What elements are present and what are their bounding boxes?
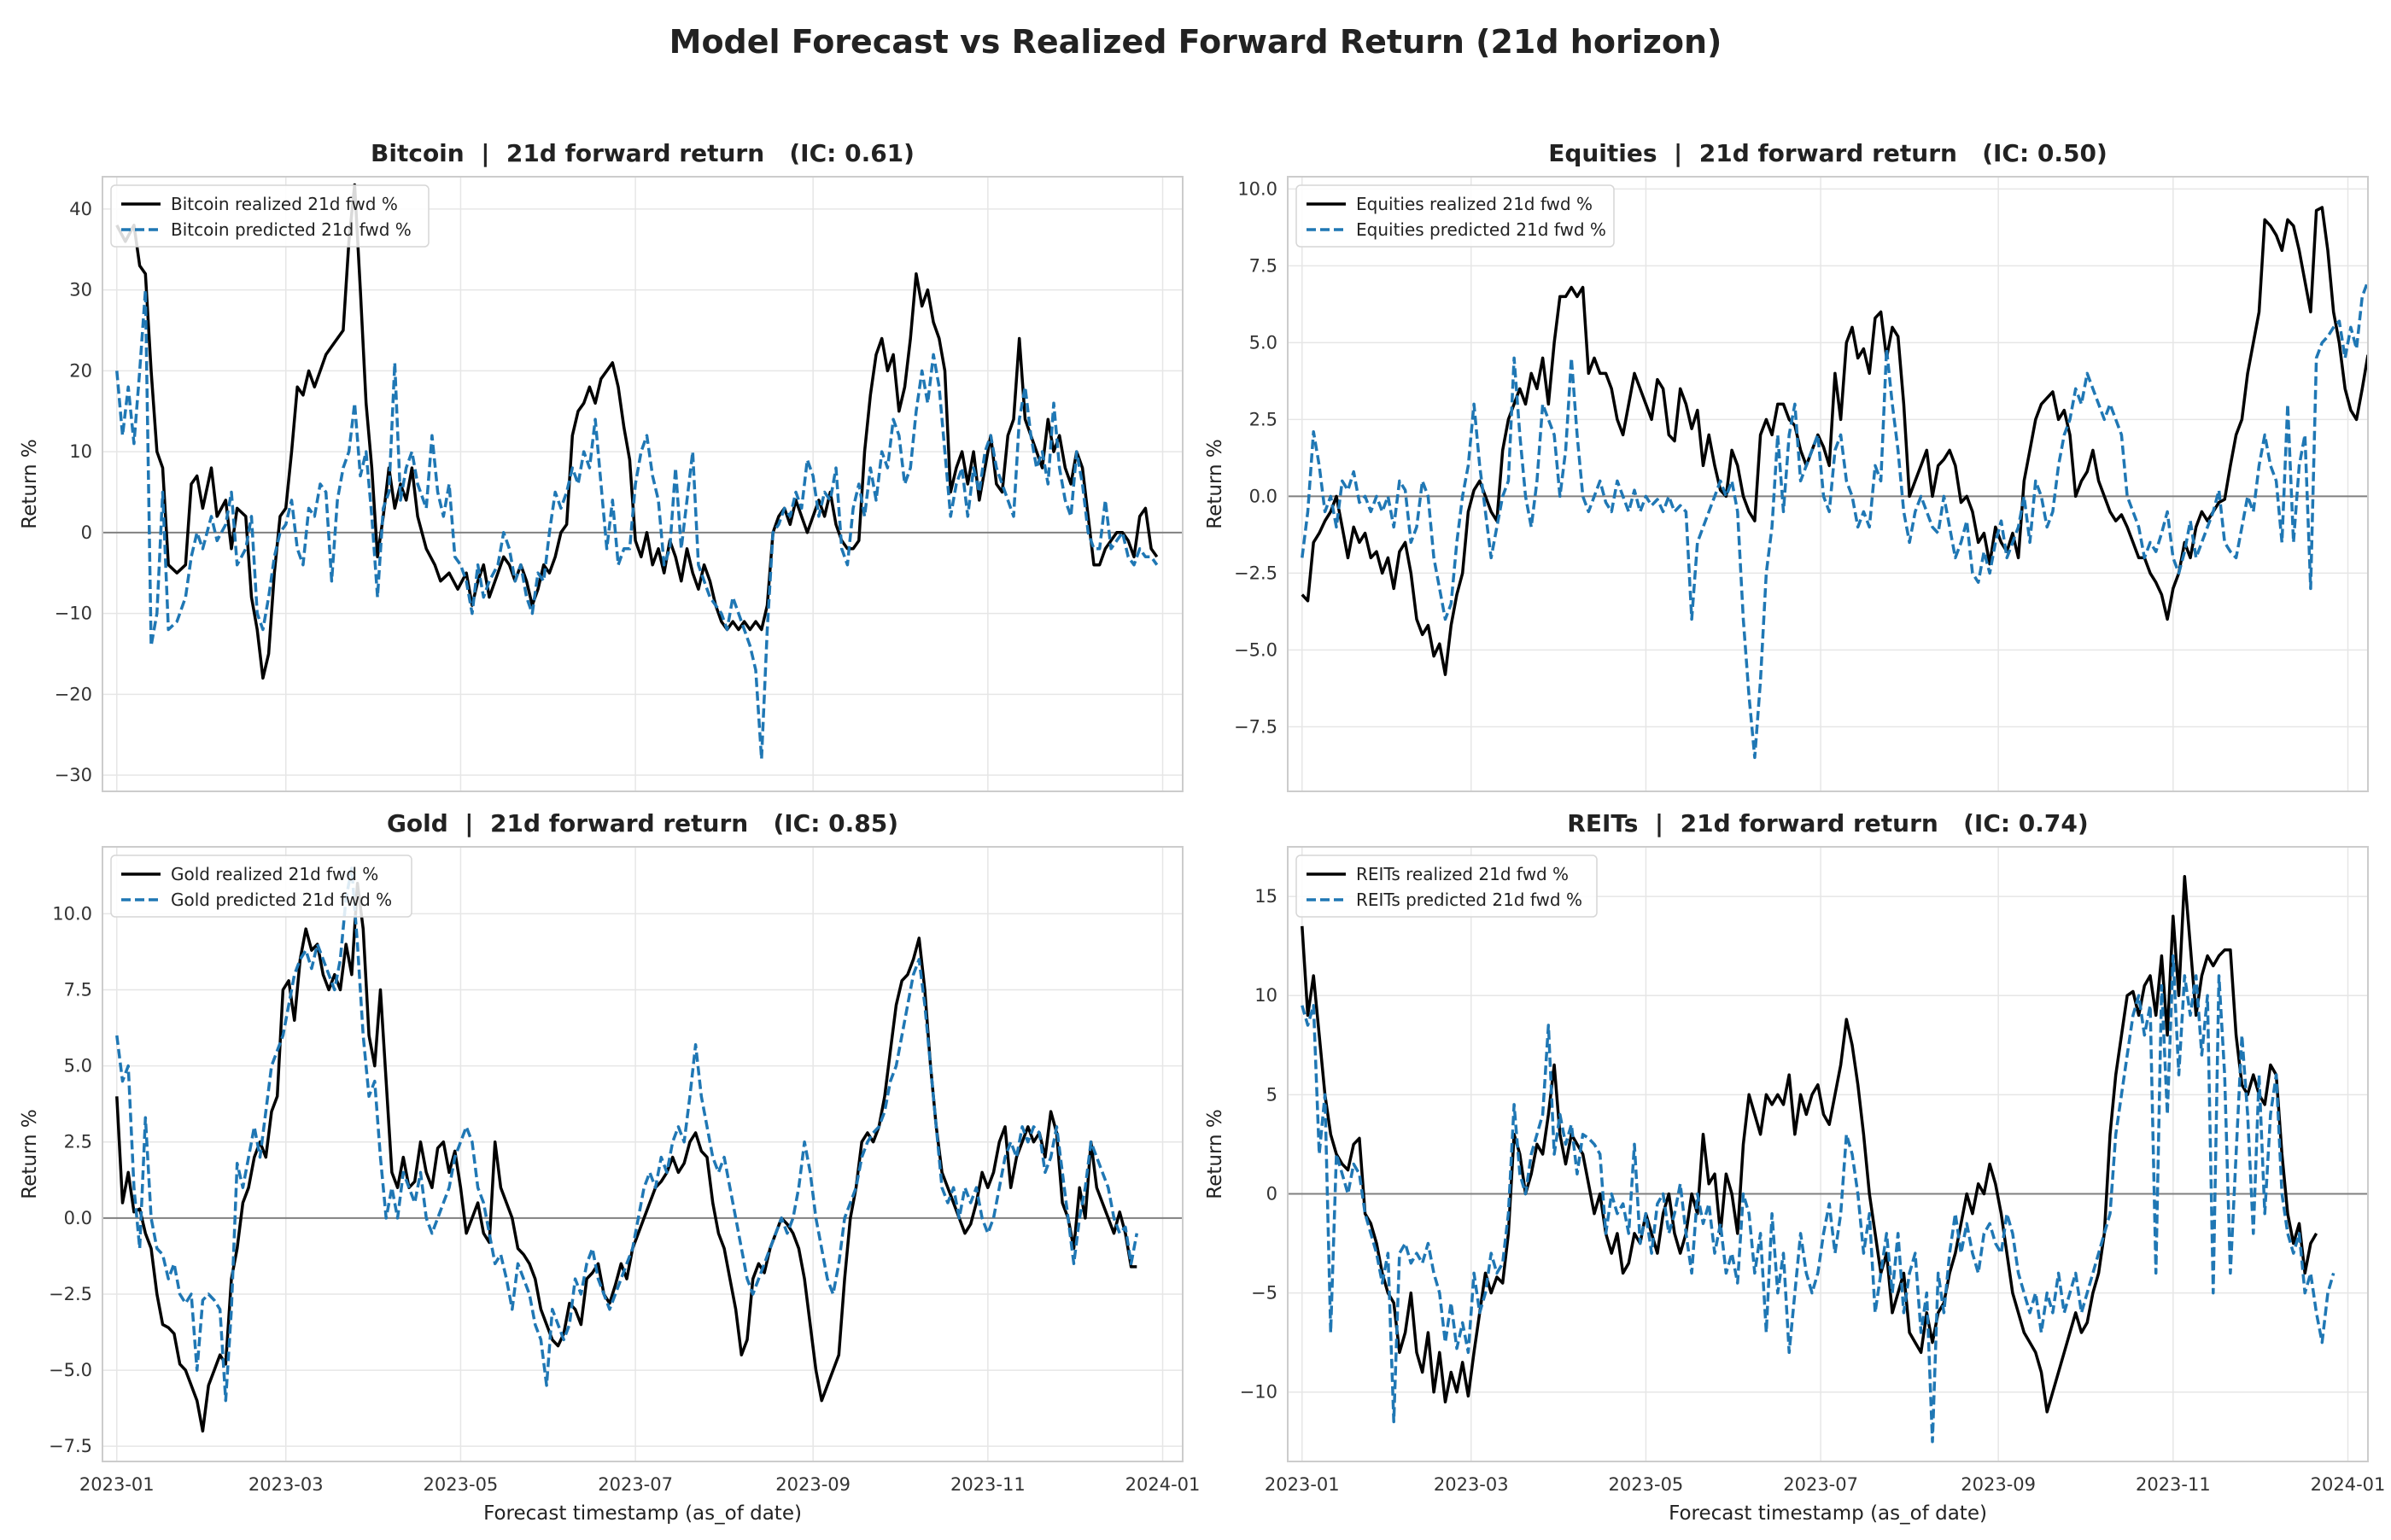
reits-frame bbox=[1287, 846, 2369, 1462]
gold-y-tick-label: −5.0 bbox=[49, 1360, 92, 1380]
bitcoin-y-tick-label: −10 bbox=[55, 604, 92, 624]
gold-plot-area bbox=[102, 847, 1183, 1461]
figure-title: Model Forecast vs Realized Forward Retur… bbox=[669, 23, 1722, 61]
bitcoin-predicted-line bbox=[115, 288, 1159, 761]
reits-predicted-line bbox=[1301, 954, 2335, 1444]
bitcoin-y-tick-label: 20 bbox=[69, 360, 92, 381]
reits-y-axis-label: Return % bbox=[1204, 1109, 1226, 1199]
gold-x-tick-label: 2023-09 bbox=[775, 1474, 851, 1495]
bitcoin-frame bbox=[102, 176, 1184, 792]
equities-plot-area bbox=[1288, 177, 2368, 791]
gold-y-tick-label: 2.5 bbox=[64, 1132, 92, 1152]
reits-legend: REITs realized 21d fwd % REITs predicted … bbox=[1295, 855, 1598, 918]
gold-y-tick-label: −7.5 bbox=[49, 1436, 92, 1456]
reits-y-tick-label: 10 bbox=[1254, 985, 1277, 1006]
gold-y-tick-label: 5.0 bbox=[64, 1056, 92, 1076]
gold-x-axis-label: Forecast timestamp (as_of date) bbox=[483, 1502, 802, 1525]
reits-x-tick-label: 2023-01 bbox=[1265, 1474, 1340, 1495]
equities-frame bbox=[1287, 176, 2369, 792]
reits-x-tick-label: 2023-05 bbox=[1609, 1474, 1684, 1495]
gold-y-tick-label: −2.5 bbox=[49, 1284, 92, 1304]
gold-x-tick-label: 2023-01 bbox=[79, 1474, 155, 1495]
gold-x-tick-label: 2024-01 bbox=[1125, 1474, 1201, 1495]
panels-group: −30 −20 −10 0 10 20 30 40 Bitcoin | 21d forward … bbox=[19, 139, 2385, 1525]
bitcoin-y-tick-label: 40 bbox=[69, 199, 92, 219]
reits-y-tick-label: 0 bbox=[1266, 1183, 1277, 1204]
reits-x-axis-label: Forecast timestamp (as_of date) bbox=[1669, 1502, 1987, 1525]
gold-legend: Gold realized 21d fwd % Gold predicted 21… bbox=[110, 855, 412, 918]
gold-realized-line bbox=[115, 882, 1137, 1433]
equities-y-tick-label: −7.5 bbox=[1234, 716, 1277, 737]
reits-x-tick-label: 2023-03 bbox=[1434, 1474, 1509, 1495]
gold-panel: 2023-01 2023-03 2023-05 2023-07 2023-09 2023-… bbox=[19, 809, 1200, 1525]
reits-x-tick-label: 2024-01 bbox=[2311, 1474, 2386, 1495]
reits-legend-label: REITs realized 21d fwd % bbox=[1356, 864, 1569, 884]
reits-x-tick-label: 2023-07 bbox=[1783, 1474, 1858, 1495]
equities-y-tick-label: 5.0 bbox=[1249, 332, 1277, 353]
gold-y-axis-label: Return % bbox=[19, 1109, 41, 1199]
bitcoin-y-tick-label: 0 bbox=[81, 522, 92, 543]
equities-panel: −7.5 −5.0 −2.5 0.0 2.5 5.0 7.5 10.0 Equities | 2… bbox=[1204, 139, 2369, 792]
reits-y-tick-label: 15 bbox=[1254, 886, 1277, 907]
gold-x-tick-label: 2023-03 bbox=[248, 1474, 324, 1495]
reits-y-tick-label: 5 bbox=[1266, 1084, 1277, 1105]
reits-x-tick-label: 2023-09 bbox=[1961, 1474, 2036, 1495]
gold-legend-label: Gold realized 21d fwd % bbox=[171, 864, 378, 884]
equities-y-tick-label: 7.5 bbox=[1249, 255, 1277, 276]
gold-y-tick-label: 0.0 bbox=[64, 1208, 92, 1228]
gold-predicted-line bbox=[115, 866, 1139, 1403]
bitcoin-legend: Bitcoin realized 21d fwd % Bitcoin predic… bbox=[110, 184, 430, 248]
gold-frame bbox=[102, 846, 1184, 1462]
bitcoin-y-tick-label: 10 bbox=[69, 441, 92, 462]
gold-x-tick-label: 2023-11 bbox=[950, 1474, 1026, 1495]
bitcoin-plot-area bbox=[102, 177, 1183, 791]
reits-panel: 2023-01 2023-03 2023-05 2023-07 2023-09 2023-… bbox=[1204, 809, 2385, 1525]
reits-legend-label: REITs predicted 21d fwd % bbox=[1356, 890, 1582, 910]
reits-realized-line bbox=[1301, 875, 2318, 1414]
reits-y-tick-label: −5 bbox=[1251, 1283, 1277, 1304]
gold-y-tick-label: 7.5 bbox=[64, 980, 92, 1000]
equities-legend-box bbox=[1295, 184, 1615, 248]
equities-y-tick-label: 0.0 bbox=[1249, 486, 1277, 506]
gold-legend-box bbox=[110, 855, 412, 918]
reits-plot-area bbox=[1288, 847, 2368, 1461]
reits-panel-title: REITs | 21d forward return (IC: 0.74) bbox=[1567, 809, 2088, 837]
equities-predicted-line bbox=[1301, 280, 2368, 760]
reits-y-tick-label: −10 bbox=[1240, 1382, 1277, 1403]
bitcoin-legend-label: Bitcoin predicted 21d fwd % bbox=[171, 219, 412, 240]
bitcoin-y-tick-label: 30 bbox=[69, 280, 92, 300]
equities-legend: Equities realized 21d fwd % Equities pred… bbox=[1295, 184, 1615, 248]
gold-x-tick-label: 2023-07 bbox=[598, 1474, 673, 1495]
gold-y-tick-label: 10.0 bbox=[52, 903, 92, 924]
gold-legend-label: Gold predicted 21d fwd % bbox=[171, 890, 392, 910]
equities-legend-label: Equities predicted 21d fwd % bbox=[1356, 219, 1606, 240]
bitcoin-panel-title: Bitcoin | 21d forward return (IC: 0.61) bbox=[371, 139, 915, 167]
bitcoin-y-tick-label: −30 bbox=[55, 765, 92, 785]
bitcoin-y-tick-label: −20 bbox=[55, 684, 92, 704]
equities-legend-label: Equities realized 21d fwd % bbox=[1356, 194, 1593, 214]
equities-y-tick-label: 2.5 bbox=[1249, 409, 1277, 429]
equities-y-tick-label: −5.0 bbox=[1234, 639, 1277, 660]
gold-x-tick-label: 2023-05 bbox=[424, 1474, 499, 1495]
equities-y-tick-label: 10.0 bbox=[1237, 178, 1277, 199]
bitcoin-panel: −30 −20 −10 0 10 20 30 40 Bitcoin | 21d forward … bbox=[19, 139, 1184, 792]
gold-panel-title: Gold | 21d forward return (IC: 0.85) bbox=[387, 809, 898, 837]
equities-y-tick-label: −2.5 bbox=[1234, 563, 1277, 583]
equities-panel-title: Equities | 21d forward return (IC: 0.50) bbox=[1548, 139, 2107, 167]
equities-y-axis-label: Return % bbox=[1204, 439, 1226, 529]
bitcoin-y-axis-label: Return % bbox=[19, 439, 41, 529]
bitcoin-legend-label: Bitcoin realized 21d fwd % bbox=[171, 194, 398, 214]
bitcoin-legend-box bbox=[110, 184, 430, 248]
bitcoin-realized-line bbox=[115, 183, 1159, 680]
reits-legend-box bbox=[1295, 855, 1598, 918]
equities-realized-line bbox=[1301, 206, 2368, 676]
reits-x-tick-label: 2023-11 bbox=[2136, 1474, 2211, 1495]
